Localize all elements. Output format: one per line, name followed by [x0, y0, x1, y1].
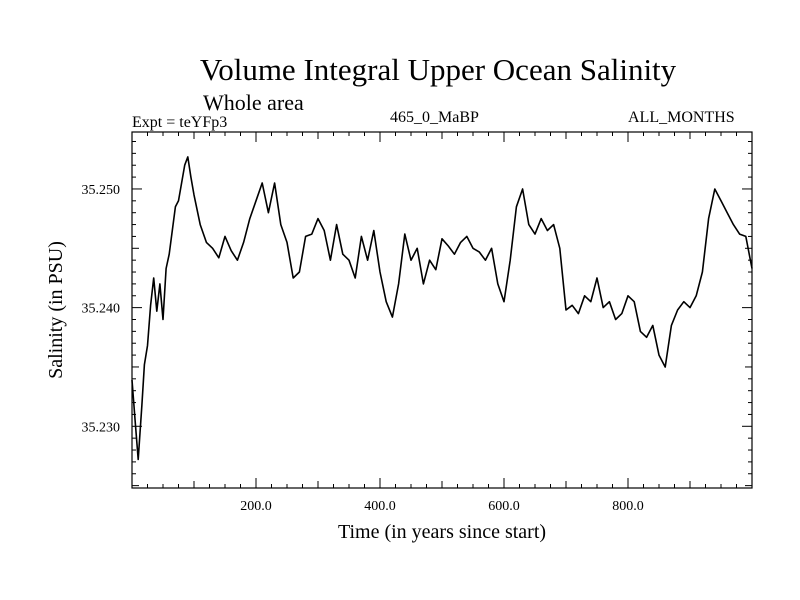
y-axis-title: Salinity (in PSU): [45, 241, 67, 379]
experiment-label: Expt = teYFp3: [132, 114, 228, 131]
y-tick-label: 35.240: [82, 302, 121, 317]
months-label: ALL_MONTHS: [628, 109, 735, 126]
axis-tick-labels: 200.0 400.0 600.0 800.0 35.230 35.240 35.250: [82, 183, 644, 514]
plot-frame: [131, 131, 753, 489]
x-tick-label: 200.0: [240, 499, 272, 514]
y-tick-label: 35.230: [82, 420, 121, 435]
chart-subtitle: Whole area: [203, 90, 304, 115]
chart-title: Volume Integral Upper Ocean Salinity: [199, 52, 677, 87]
y-tick-label: 35.250: [82, 183, 121, 198]
x-tick-label: 800.0: [612, 499, 644, 514]
x-tick-label: 400.0: [364, 499, 396, 514]
x-axis-title: Time (in years since start): [338, 521, 546, 543]
run-label: 465_0_MaBP: [390, 109, 479, 126]
salinity-series-line: [131, 156, 753, 461]
x-tick-label: 600.0: [488, 499, 520, 514]
axis-ticks: [132, 132, 752, 488]
